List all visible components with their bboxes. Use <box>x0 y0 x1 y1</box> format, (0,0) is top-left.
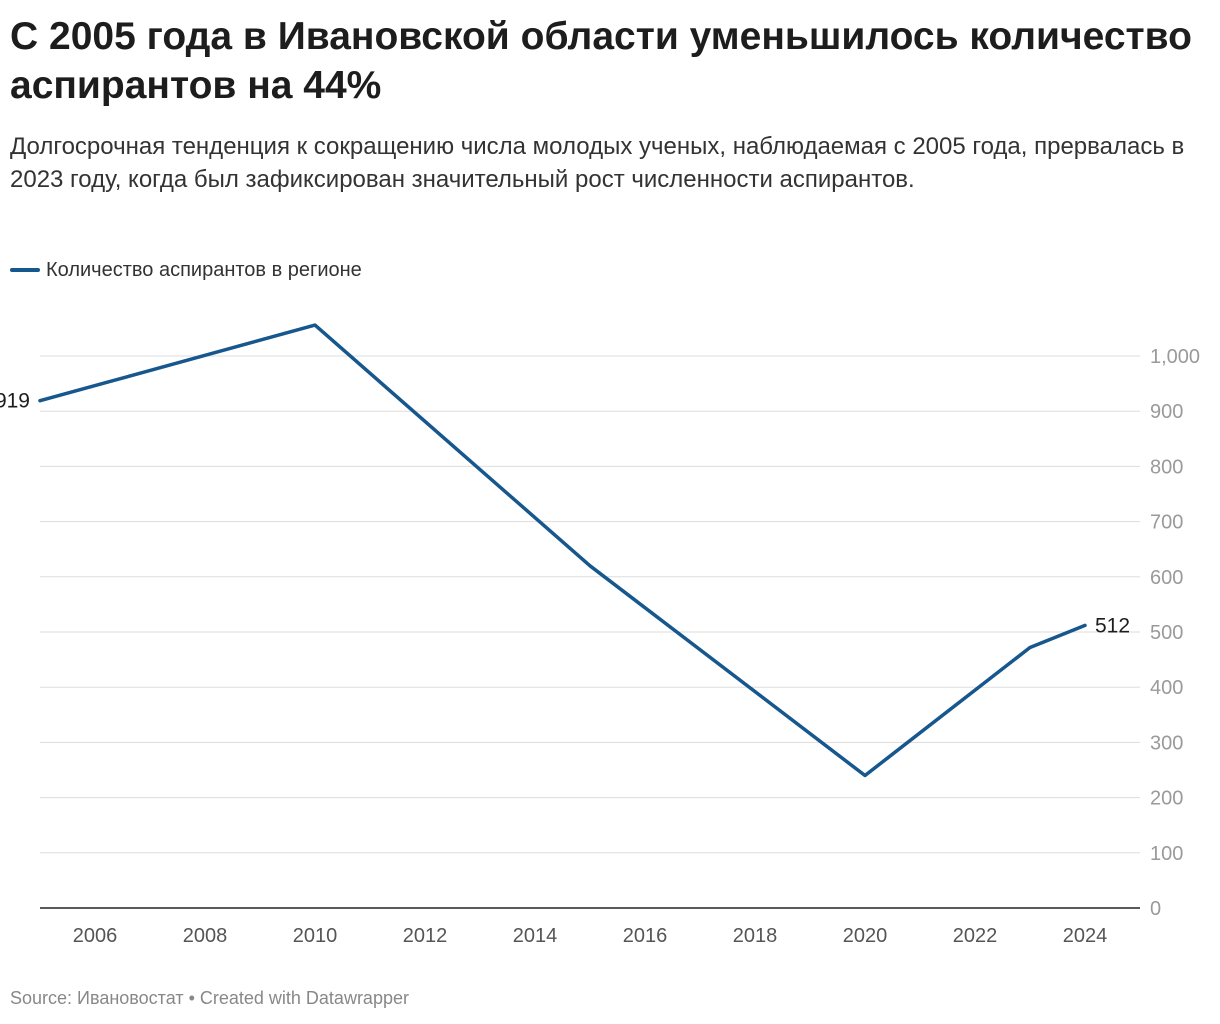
x-tick-label: 2018 <box>733 925 778 947</box>
data-point <box>1028 645 1032 649</box>
legend-label: Количество аспирантов в регионе <box>46 258 362 281</box>
chart-subtitle: Долгосрочная тенденция к сокращению числ… <box>10 133 1185 193</box>
x-tick-label: 2014 <box>513 925 558 947</box>
x-tick-label: 2022 <box>953 925 998 947</box>
x-tick-label: 2016 <box>623 925 668 947</box>
y-tick-label: 100 <box>1150 843 1183 865</box>
x-tick-label: 2024 <box>1063 925 1108 947</box>
x-tick-label: 2020 <box>843 925 888 947</box>
y-tick-label: 500 <box>1150 622 1183 644</box>
data-point <box>313 323 317 327</box>
y-tick-label: 0 <box>1150 898 1161 920</box>
y-tick-label: 600 <box>1150 567 1183 589</box>
y-tick-label: 1,000 <box>1150 346 1200 368</box>
source-footer: Source: Ивановостат • Created with Dataw… <box>10 988 409 1008</box>
x-axis-ticks: 2006 2008 2010 2012 2014 2016 2018 2020 2022 2024 <box>73 925 1108 947</box>
data-label: 919 <box>0 390 30 413</box>
data-point <box>38 399 42 403</box>
y-tick-label: 400 <box>1150 677 1183 699</box>
y-tick-label: 700 <box>1150 512 1183 534</box>
x-tick-label: 2010 <box>293 925 338 947</box>
y-tick-label: 800 <box>1150 456 1183 478</box>
series-line <box>38 323 1087 778</box>
chart-title: С 2005 года в Ивановской области уменьши… <box>10 15 1192 107</box>
y-tick-label: 900 <box>1150 401 1183 423</box>
legend-swatch <box>10 268 40 272</box>
x-tick-label: 2008 <box>183 925 228 947</box>
x-tick-label: 2006 <box>73 925 118 947</box>
data-point <box>1083 623 1087 627</box>
data-point <box>863 774 867 778</box>
data-point <box>588 564 592 568</box>
data-label: 512 <box>1095 614 1130 637</box>
series-layer <box>38 323 1087 778</box>
y-axis-ticks: 0 100 200 300 400 500 600 700 800 900 1,000 <box>1150 346 1200 920</box>
y-tick-label: 200 <box>1150 788 1183 810</box>
y-tick-label: 300 <box>1150 732 1183 754</box>
data-labels: 919 512 <box>0 390 1130 638</box>
gridlines <box>40 355 1140 854</box>
chart-legend: Количество аспирантов в регионе <box>10 257 362 283</box>
x-tick-label: 2012 <box>403 925 448 947</box>
